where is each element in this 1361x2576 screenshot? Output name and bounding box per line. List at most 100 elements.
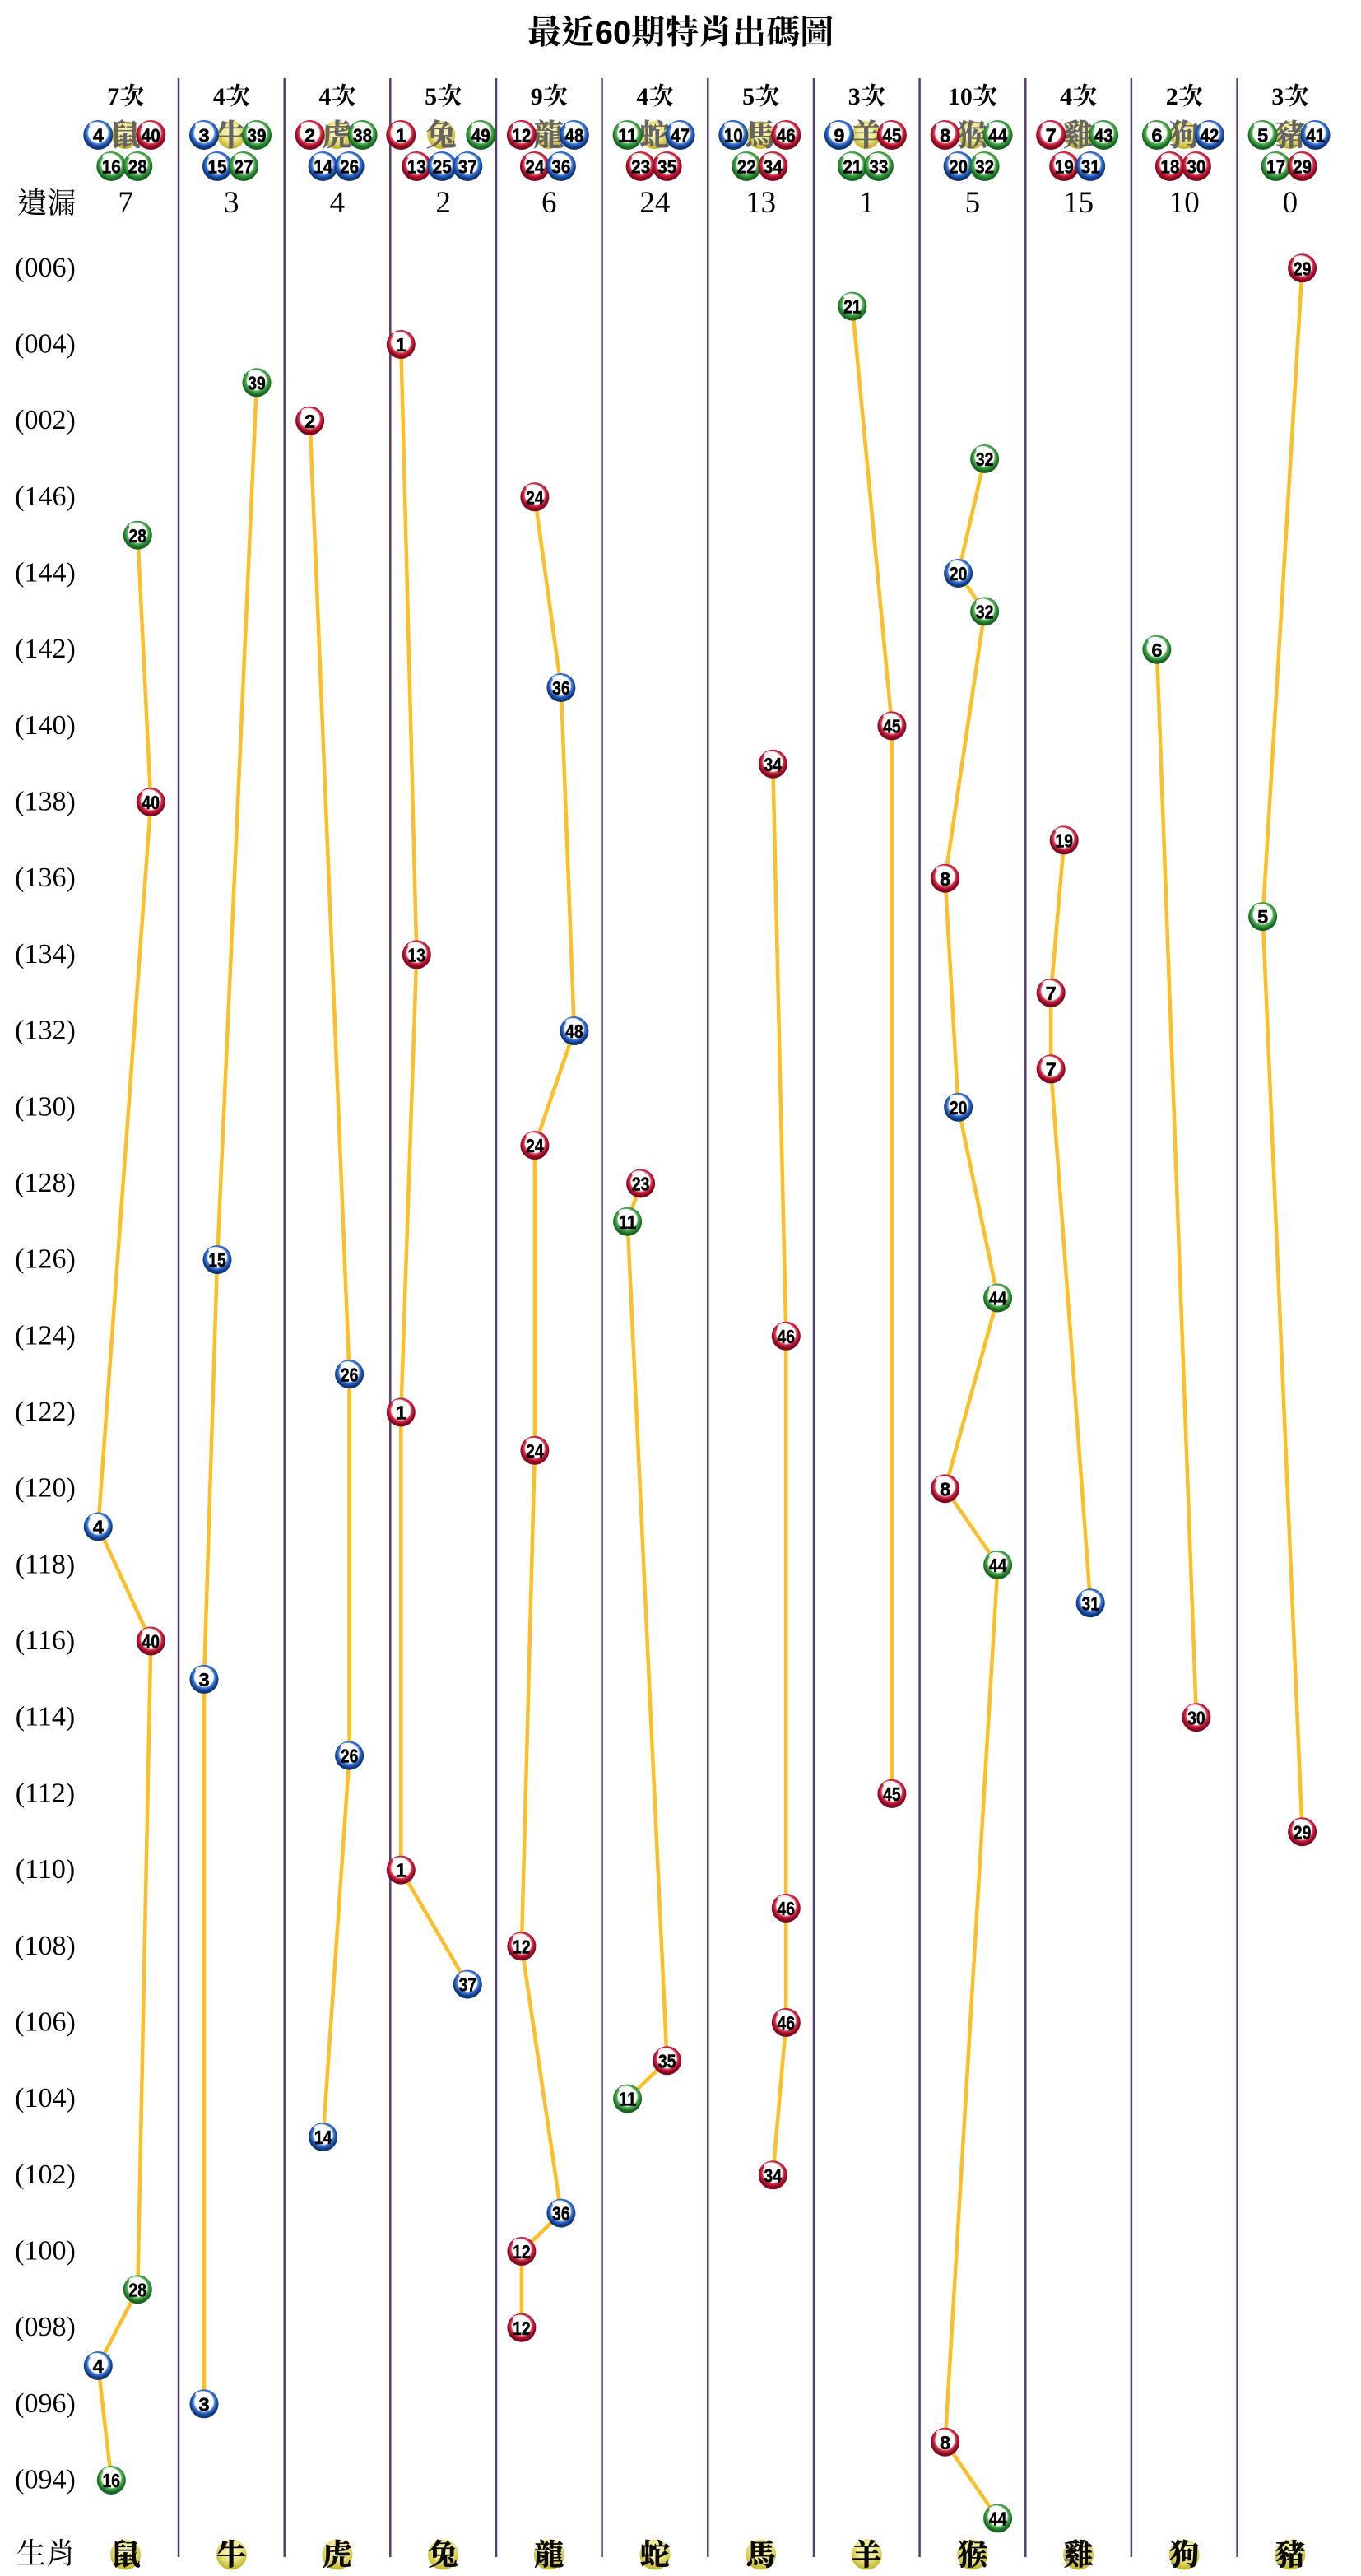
svg-text:11: 11	[619, 1211, 637, 1233]
svg-text:40: 40	[142, 125, 160, 146]
svg-text:40: 40	[142, 792, 160, 813]
svg-text:15: 15	[208, 156, 227, 178]
svg-text:4次: 4次	[318, 83, 355, 110]
svg-text:39: 39	[248, 372, 266, 393]
svg-text:34: 34	[764, 2164, 783, 2186]
svg-text:7次: 7次	[107, 83, 144, 110]
svg-text:5: 5	[965, 186, 981, 220]
svg-text:45: 45	[883, 1783, 901, 1805]
svg-text:6: 6	[541, 186, 557, 220]
svg-text:30: 30	[1187, 1707, 1205, 1728]
svg-text:(130): (130)	[15, 1091, 76, 1122]
svg-text:32: 32	[976, 449, 994, 470]
svg-text:21: 21	[843, 296, 862, 318]
svg-text:8: 8	[940, 2432, 950, 2453]
svg-text:20: 20	[950, 1097, 968, 1118]
svg-text:48: 48	[564, 125, 583, 146]
svg-text:(118): (118)	[16, 1549, 75, 1579]
svg-text:蛇: 蛇	[640, 2532, 670, 2574]
svg-text:龍: 龍	[534, 2532, 564, 2574]
svg-text:40: 40	[142, 1631, 160, 1653]
svg-text:8: 8	[940, 125, 950, 146]
svg-text:26: 26	[341, 1364, 359, 1385]
svg-text:28: 28	[128, 156, 147, 178]
svg-text:(136): (136)	[15, 863, 76, 893]
svg-text:26: 26	[341, 1746, 359, 1767]
svg-text:(112): (112)	[16, 1778, 75, 1808]
svg-text:(004): (004)	[15, 329, 76, 360]
svg-text:31: 31	[1081, 1593, 1099, 1614]
svg-text:(104): (104)	[15, 2083, 76, 2113]
svg-text:28: 28	[129, 525, 147, 546]
svg-text:3: 3	[224, 186, 239, 220]
svg-text:13: 13	[407, 156, 426, 178]
svg-text:蛇: 蛇	[639, 110, 670, 155]
svg-text:7: 7	[1046, 983, 1057, 1004]
svg-text:8: 8	[940, 1478, 950, 1500]
svg-text:27: 27	[235, 156, 253, 178]
svg-text:15: 15	[208, 1249, 226, 1271]
svg-text:(006): (006)	[15, 253, 76, 283]
svg-text:1: 1	[396, 1402, 406, 1424]
svg-text:24: 24	[526, 1135, 544, 1156]
svg-text:(140): (140)	[15, 710, 76, 741]
svg-text:43: 43	[1094, 125, 1113, 146]
svg-text:48: 48	[565, 1021, 583, 1042]
svg-text:44: 44	[989, 1555, 1007, 1576]
svg-text:37: 37	[459, 1974, 477, 1996]
svg-text:46: 46	[777, 125, 796, 146]
svg-text:36: 36	[551, 156, 570, 178]
svg-text:17: 17	[1266, 156, 1285, 178]
svg-text:兔: 兔	[426, 110, 457, 155]
svg-text:4次: 4次	[213, 83, 250, 110]
svg-text:遺漏: 遺漏	[17, 187, 77, 220]
svg-text:2: 2	[304, 125, 315, 146]
svg-text:3次: 3次	[848, 83, 885, 110]
svg-text:9次: 9次	[531, 83, 568, 110]
svg-text:15: 15	[1063, 186, 1094, 220]
svg-text:14: 14	[314, 156, 332, 178]
svg-text:19: 19	[1055, 830, 1073, 852]
svg-text:牛: 牛	[216, 110, 247, 155]
svg-text:20: 20	[949, 156, 968, 178]
svg-text:狗: 狗	[1168, 110, 1199, 155]
svg-text:(124): (124)	[15, 1320, 76, 1351]
svg-text:10次: 10次	[948, 83, 997, 110]
svg-text:36: 36	[552, 677, 570, 699]
svg-text:牛: 牛	[216, 2532, 246, 2574]
svg-text:(108): (108)	[15, 1931, 76, 1961]
svg-text:46: 46	[778, 1326, 796, 1347]
svg-text:3: 3	[198, 125, 209, 146]
svg-text:鼠: 鼠	[111, 2532, 141, 2574]
svg-text:24: 24	[526, 1440, 544, 1462]
svg-text:4: 4	[93, 2355, 104, 2377]
svg-text:(106): (106)	[15, 2006, 76, 2037]
svg-text:11: 11	[619, 2089, 637, 2110]
svg-text:5次: 5次	[425, 83, 462, 110]
svg-text:1: 1	[396, 1860, 406, 1881]
svg-text:33: 33	[869, 156, 888, 178]
svg-text:19: 19	[1055, 156, 1074, 178]
svg-text:2次: 2次	[1166, 83, 1203, 110]
svg-text:(142): (142)	[15, 634, 76, 664]
svg-text:狗: 狗	[1169, 2532, 1199, 2574]
svg-text:1: 1	[396, 334, 406, 356]
svg-text:(128): (128)	[15, 1168, 76, 1198]
svg-text:13: 13	[408, 945, 426, 966]
svg-text:34: 34	[764, 754, 783, 775]
svg-text:44: 44	[989, 1288, 1007, 1309]
svg-text:29: 29	[1294, 258, 1312, 279]
svg-text:44: 44	[988, 125, 1007, 146]
svg-text:豬: 豬	[1275, 110, 1305, 155]
svg-text:44: 44	[989, 2509, 1007, 2530]
svg-text:34: 34	[764, 156, 783, 178]
svg-text:47: 47	[671, 125, 690, 146]
svg-text:29: 29	[1293, 156, 1312, 178]
svg-text:(102): (102)	[15, 2160, 76, 2190]
svg-text:35: 35	[658, 2050, 676, 2071]
svg-text:10: 10	[1169, 186, 1200, 220]
svg-text:4: 4	[93, 1517, 104, 1538]
svg-text:鼠: 鼠	[110, 110, 141, 155]
svg-text:4次: 4次	[1060, 83, 1097, 110]
svg-text:32: 32	[976, 602, 994, 623]
